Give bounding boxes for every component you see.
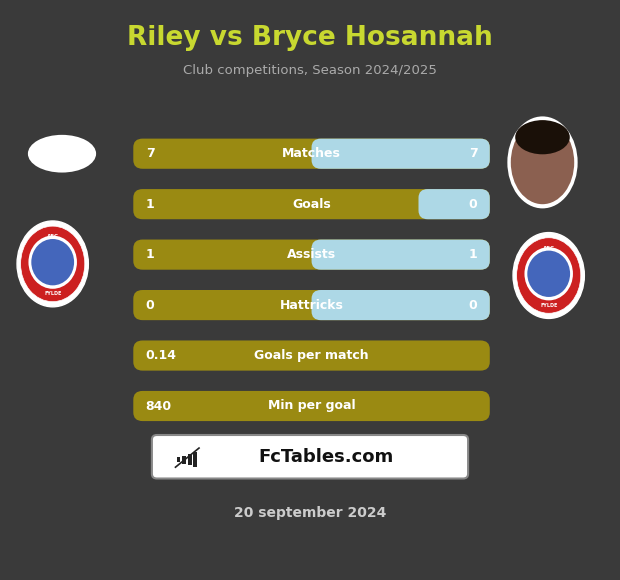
- Ellipse shape: [31, 239, 74, 285]
- FancyBboxPatch shape: [188, 454, 192, 465]
- Ellipse shape: [29, 235, 77, 289]
- FancyBboxPatch shape: [311, 290, 490, 320]
- Text: FcTables.com: FcTables.com: [258, 448, 394, 466]
- Text: Goals: Goals: [292, 198, 331, 211]
- Text: 840: 840: [146, 400, 172, 412]
- FancyBboxPatch shape: [133, 139, 490, 169]
- Text: 1: 1: [146, 198, 154, 211]
- Ellipse shape: [528, 251, 570, 297]
- Ellipse shape: [515, 120, 570, 154]
- Text: 0: 0: [469, 198, 477, 211]
- Text: Goals per match: Goals per match: [254, 349, 369, 362]
- Text: 1: 1: [146, 248, 154, 261]
- Ellipse shape: [508, 118, 577, 208]
- FancyBboxPatch shape: [133, 391, 490, 421]
- Ellipse shape: [525, 247, 573, 300]
- FancyBboxPatch shape: [152, 435, 468, 478]
- FancyBboxPatch shape: [182, 456, 186, 464]
- Text: Riley vs Bryce Hosannah: Riley vs Bryce Hosannah: [127, 25, 493, 50]
- Text: 7: 7: [469, 147, 477, 160]
- FancyBboxPatch shape: [133, 290, 490, 320]
- FancyBboxPatch shape: [133, 189, 490, 219]
- FancyBboxPatch shape: [311, 139, 490, 169]
- Text: 7: 7: [146, 147, 154, 160]
- Ellipse shape: [17, 221, 89, 307]
- Text: Assists: Assists: [287, 248, 336, 261]
- Ellipse shape: [20, 226, 85, 302]
- FancyBboxPatch shape: [311, 240, 490, 270]
- FancyBboxPatch shape: [133, 340, 490, 371]
- Text: FYLDE: FYLDE: [540, 303, 557, 308]
- Text: Min per goal: Min per goal: [268, 400, 355, 412]
- Text: AFC: AFC: [542, 245, 555, 251]
- FancyBboxPatch shape: [133, 240, 490, 270]
- Text: 0.14: 0.14: [146, 349, 177, 362]
- Text: 0: 0: [469, 299, 477, 311]
- Text: 20 september 2024: 20 september 2024: [234, 506, 386, 520]
- Ellipse shape: [28, 135, 96, 173]
- Text: Hattricks: Hattricks: [280, 299, 343, 311]
- FancyBboxPatch shape: [177, 457, 180, 462]
- Text: Matches: Matches: [282, 147, 341, 160]
- Text: 1: 1: [469, 248, 477, 261]
- FancyBboxPatch shape: [418, 189, 490, 219]
- FancyBboxPatch shape: [193, 452, 197, 467]
- Ellipse shape: [516, 238, 581, 313]
- Text: AFC: AFC: [46, 234, 59, 239]
- Ellipse shape: [513, 233, 584, 318]
- Text: Club competitions, Season 2024/2025: Club competitions, Season 2024/2025: [183, 64, 437, 77]
- Text: 0: 0: [146, 299, 154, 311]
- Text: FYLDE: FYLDE: [44, 291, 61, 296]
- Ellipse shape: [511, 121, 574, 204]
